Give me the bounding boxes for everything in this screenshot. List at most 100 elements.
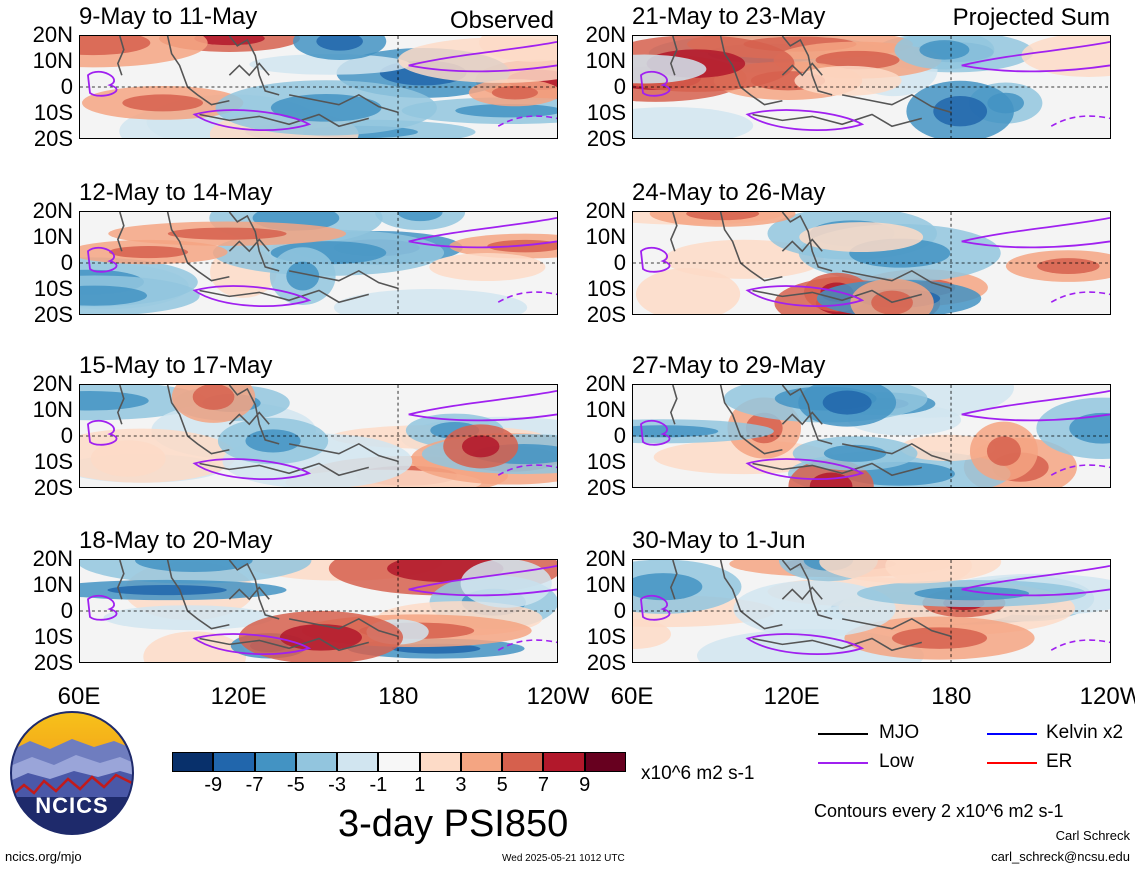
website-link[interactable]: ncics.org/mjo [5,849,82,864]
latitude-label: 10S [586,100,626,125]
legend-er-label: ER [1046,751,1073,772]
legend-mjo-line [818,733,868,735]
panel-title: 15-May to 17-May [79,352,273,379]
colorbar-swatch [213,752,255,772]
latitude-label: 0 [613,250,626,275]
anomaly-shading-core [80,285,148,306]
latitude-label: 0 [613,598,626,623]
latitude-label: 10N [585,397,626,422]
latitude-label: 10N [32,397,73,422]
longitude-label: 60E [57,683,101,710]
longitude-label: 120E [763,683,820,710]
anomaly-shading [460,560,552,608]
anomaly-shading [799,222,924,252]
latitude-label: 10S [33,276,73,301]
anomaly-shading [103,605,273,631]
latitude-label: 20N [585,22,626,47]
anomaly-shading-core [316,36,363,51]
low-contour-negative [497,639,557,651]
anomaly-shading [143,631,247,662]
anomaly-shading-core [933,95,988,127]
latitude-label: 10N [32,48,73,73]
anomaly-shading-core [1037,258,1100,274]
low-contour-negative [1050,291,1110,303]
author-email: carl_schreck@ncsu.edu [991,849,1130,864]
panel-title: 12-May to 14-May [79,179,273,206]
author: Carl Schreck [1055,828,1130,843]
latitude-label: 20N [32,198,73,223]
anomaly-shading-core [397,212,443,222]
colorbar-tick-label: -3 [328,774,346,796]
colorbar-tick-label: 5 [496,774,508,796]
colorbar-swatch [337,752,379,772]
panel-title: 9-May to 11-May [79,3,258,30]
low-contour-negative [1050,639,1110,651]
low-contour [640,70,671,97]
colorbar-swatch [254,752,296,772]
anomaly-shading [633,106,754,138]
panel-title: 30-May to 1-Jun [632,527,806,554]
colorbar-units: x10^6 m2 s-1 [641,763,755,784]
low-contour [192,109,312,131]
anomaly-shading-core [822,390,872,415]
latitude-label: 0 [60,250,73,275]
colorbar-swatch [295,752,338,772]
low-contour [745,285,865,307]
low-contour [87,70,118,97]
latitude-label: 10S [33,100,73,125]
map-panel [79,35,558,139]
anomaly-shading-core [286,261,320,291]
anomaly-shading-core [455,104,557,118]
colorbar-tick-label: -5 [286,774,305,796]
legend-low-line [818,762,868,764]
colorbar-swatch [584,752,626,772]
low-contour-negative [497,115,557,127]
latitude-label: 20N [32,22,73,47]
map-field [633,560,1110,662]
low-contour-negative [1050,115,1110,127]
low-contour [961,217,1110,249]
latitude-label: 0 [60,598,73,623]
map-field [80,560,557,662]
anomaly-shading-core [809,472,853,487]
low-contour [745,458,865,480]
panel-title: 27-May to 29-May [632,352,826,379]
latitude-label: 20S [33,126,73,151]
anomaly-shading [635,268,741,314]
latitude-label: 20N [32,546,73,571]
anomaly-shading [429,253,546,282]
longitude-label: 60E [610,683,654,710]
colorbar-swatch [378,752,420,772]
anomaly-shading-core [122,94,204,112]
latitude-label: 20S [33,475,73,500]
latitude-label: 10S [586,276,626,301]
legend-low-label: Low [879,751,914,772]
colorbar-swatch [543,752,585,772]
latitude-label: 20S [586,650,626,675]
map-panel [79,211,558,315]
low-contour [192,458,312,480]
latitude-label: 10S [586,624,626,649]
anomaly-shading-core [919,40,970,60]
chart-title: 3-day PSI850 [338,803,569,845]
map-panel [632,211,1111,315]
low-contour-negative [497,291,557,303]
colorbar-tick-label: -7 [245,774,264,796]
latitude-label: 10N [585,572,626,597]
logo-text: NCICS [35,793,109,818]
latitude-label: 20S [586,126,626,151]
anomaly-shading-core [686,212,760,221]
low-contour [87,246,118,273]
anomaly-shading-core [80,36,151,56]
anomaly-shading-core [194,36,265,46]
latitude-label: 20S [586,302,626,327]
legend-mjo-label: MJO [879,722,920,743]
longitude-label: 120W [526,683,590,710]
low-contour [640,594,671,621]
anomaly-shading [633,619,671,649]
low-contour-negative [1050,464,1110,476]
anomaly-shading-core [80,391,149,411]
low-contour [961,390,1110,422]
anomaly-shading-core [461,435,500,458]
legend-kelvin-label: Kelvin x2 [1046,722,1124,743]
